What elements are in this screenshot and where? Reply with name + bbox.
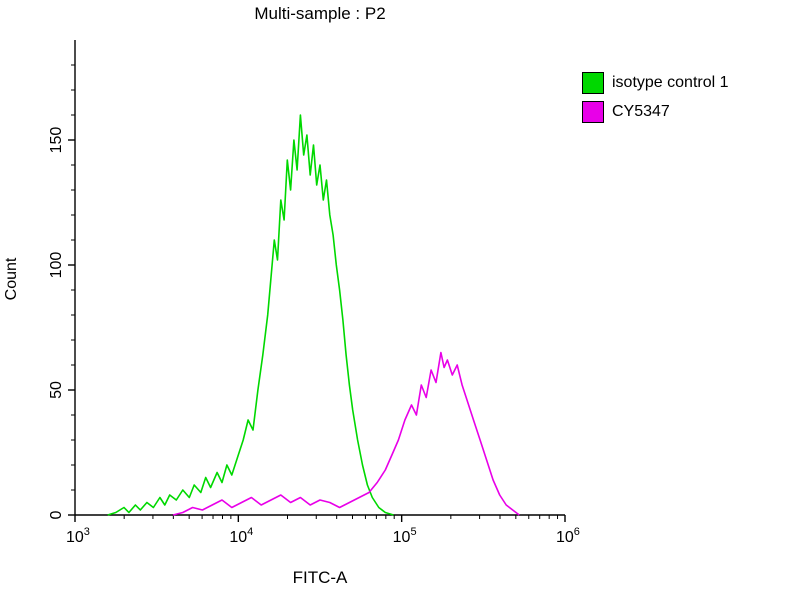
legend-label-isotype-control: isotype control 1: [612, 74, 729, 91]
y-tick-label: 150: [48, 127, 65, 154]
x-tick-label: 104: [229, 526, 253, 546]
chart-title: Multi-sample : P2: [254, 4, 386, 23]
x-tick-label: 103: [66, 526, 90, 546]
x-tick-label: 105: [393, 526, 417, 546]
x-tick-label: 106: [556, 526, 580, 546]
x-axis-label: FITC-A: [292, 568, 348, 587]
y-axis-label: Count: [3, 257, 20, 301]
legend-swatch-cy5347: [582, 101, 604, 123]
legend-item-isotype-control: isotype control 1: [582, 72, 729, 94]
y-tick-label: 0: [48, 510, 65, 519]
legend-label-cy5347: CY5347: [612, 103, 670, 120]
legend-item-cy5347: CY5347: [582, 101, 729, 123]
series-trace-1: [172, 351, 520, 516]
y-tick-label: 100: [48, 252, 65, 279]
y-tick-label: 50: [48, 381, 65, 399]
legend-swatch-isotype-control: [582, 72, 604, 94]
series-trace-0: [107, 114, 394, 516]
legend: isotype control 1 CY5347: [582, 72, 729, 130]
